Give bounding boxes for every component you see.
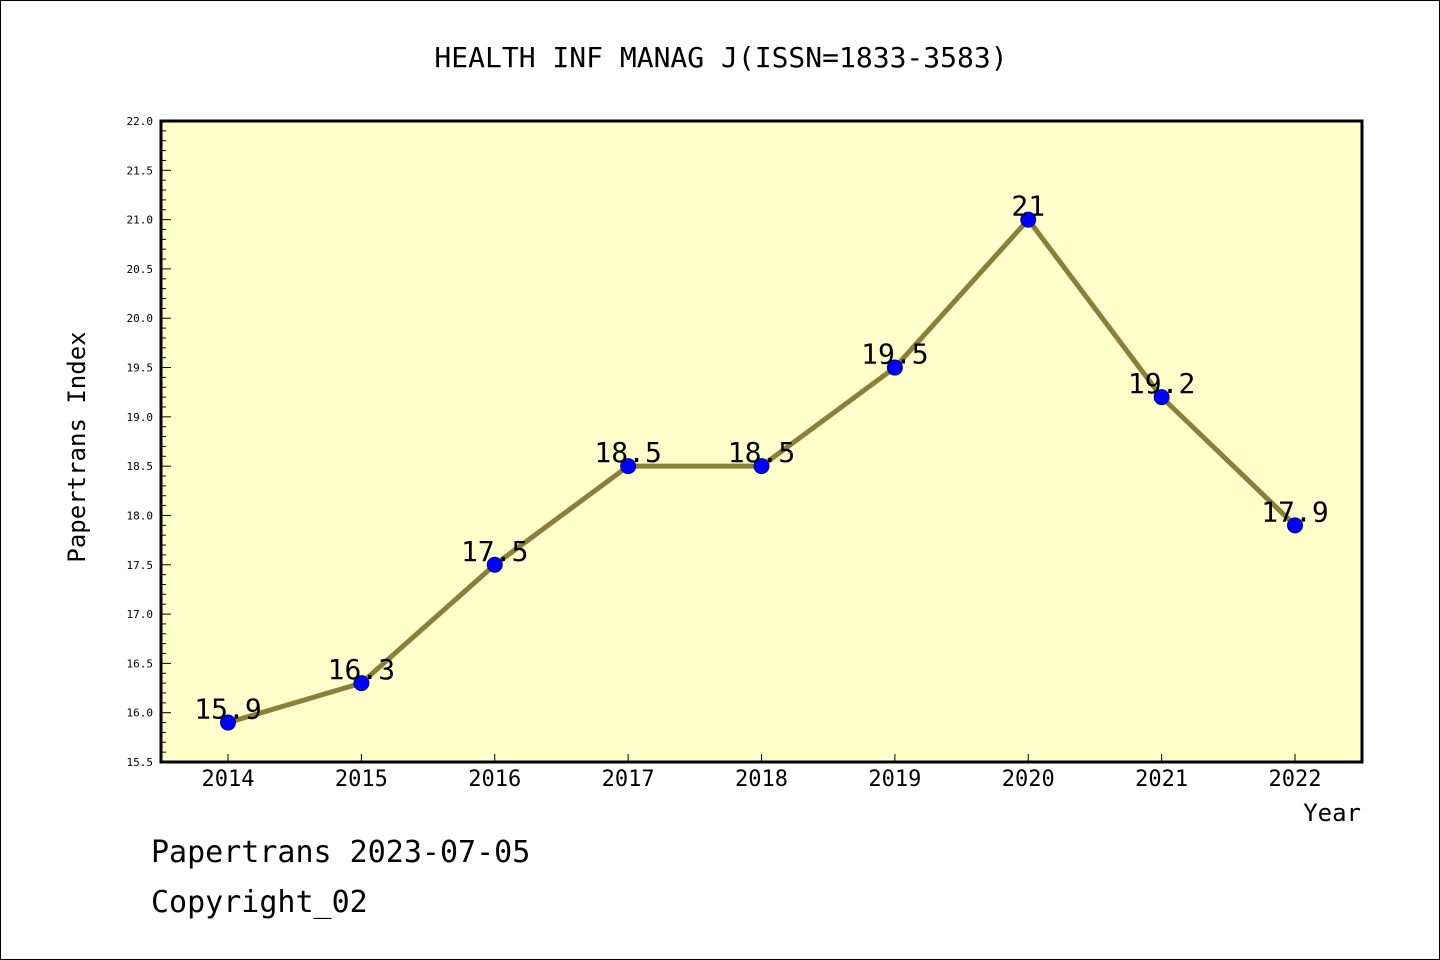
data-point — [220, 714, 236, 731]
chart-title: HEALTH INF MANAG J(ISSN=1833-3583) — [434, 41, 1007, 74]
data-point — [353, 675, 370, 692]
data-label: 18.5 — [594, 436, 661, 469]
data-point — [1020, 211, 1037, 228]
x-tick-label: 2022 — [1269, 767, 1322, 792]
x-tick-label: 2021 — [1135, 767, 1188, 792]
data-point — [486, 556, 503, 573]
x-tick-label: 2016 — [468, 767, 521, 792]
data-label: 15.9 — [194, 693, 261, 726]
y-tick-label: 19.5 — [127, 362, 154, 375]
y-axis-ticks: 15.5 16.0 16.5 17.0 17.5 18.0 18.5 19.0 19.5 20.0… — [127, 115, 171, 769]
x-tick-label: 2020 — [1002, 767, 1055, 792]
y-tick-label: 20.0 — [127, 312, 154, 325]
plot-area — [159, 119, 1364, 764]
y-tick-label: 17.5 — [127, 559, 154, 572]
y-tick-label: 18.5 — [127, 460, 154, 473]
data-label: 18.5 — [728, 436, 795, 469]
data-point — [1287, 517, 1303, 534]
data-label: 19.2 — [1128, 367, 1195, 400]
footer-date: Papertrans 2023-07-05 — [151, 835, 531, 870]
x-axis-label: Year — [1303, 799, 1361, 827]
series-layer: 15.9 16.3 17.5 18.5 18.5 19.5 21 19.2 17.9 — [194, 190, 1329, 731]
data-label: 16.3 — [328, 653, 395, 686]
y-tick-label: 18.0 — [127, 509, 154, 522]
x-tick-label: 2018 — [735, 767, 788, 792]
y-tick-label: 21.0 — [127, 214, 154, 227]
x-tick-label: 2014 — [202, 767, 255, 792]
data-point — [1153, 389, 1170, 406]
data-point — [620, 458, 637, 475]
y-tick-label: 22.0 — [127, 115, 154, 128]
data-point — [753, 458, 770, 475]
x-tick-label: 2019 — [868, 767, 921, 792]
y-tick-label: 21.5 — [127, 164, 154, 177]
y-tick-label: 17.0 — [127, 608, 154, 621]
y-tick-label: 16.5 — [127, 657, 154, 670]
footer-copyright: Copyright_02 — [151, 885, 368, 920]
data-label: 19.5 — [861, 338, 928, 371]
x-tick-label: 2015 — [335, 767, 388, 792]
data-label: 17.5 — [461, 535, 528, 568]
y-tick-label: 15.5 — [127, 756, 154, 769]
y-tick-label: 20.5 — [127, 263, 154, 276]
data-point — [886, 359, 903, 376]
y-tick-label: 16.0 — [127, 707, 154, 720]
x-axis-ticks: 2014 2015 2016 2017 2018 2019 2020 2021 2022 — [202, 754, 1322, 792]
x-tick-label: 2017 — [602, 767, 655, 792]
data-label: 17.9 — [1261, 495, 1328, 528]
y-tick-label: 19.0 — [127, 411, 154, 424]
data-label: 21 — [1011, 190, 1045, 223]
y-axis-label: Papertrans Index — [63, 331, 91, 562]
